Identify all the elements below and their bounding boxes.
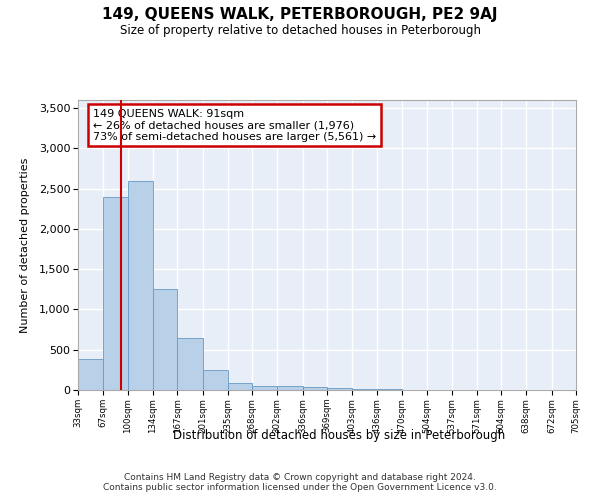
Bar [78, 360, 103, 390]
Bar [277, 386, 302, 390]
Text: 149, QUEENS WALK, PETERBOROUGH, PE2 9AJ: 149, QUEENS WALK, PETERBOROUGH, PE2 9AJ [102, 8, 498, 22]
Bar [227, 383, 252, 390]
Text: Contains HM Land Registry data © Crown copyright and database right 2024.
Contai: Contains HM Land Registry data © Crown c… [103, 473, 497, 492]
Bar [327, 388, 352, 390]
Text: Distribution of detached houses by size in Peterborough: Distribution of detached houses by size … [173, 428, 505, 442]
Text: 149 QUEENS WALK: 91sqm
← 26% of detached houses are smaller (1,976)
73% of semi-: 149 QUEENS WALK: 91sqm ← 26% of detached… [93, 108, 376, 142]
Bar [103, 198, 128, 390]
Text: Size of property relative to detached houses in Peterborough: Size of property relative to detached ho… [119, 24, 481, 37]
Bar [153, 290, 178, 390]
Bar [128, 180, 153, 390]
Bar [252, 386, 277, 390]
Bar [203, 370, 227, 390]
Bar [302, 387, 327, 390]
Y-axis label: Number of detached properties: Number of detached properties [20, 158, 31, 332]
Bar [178, 338, 203, 390]
Bar [352, 389, 377, 390]
